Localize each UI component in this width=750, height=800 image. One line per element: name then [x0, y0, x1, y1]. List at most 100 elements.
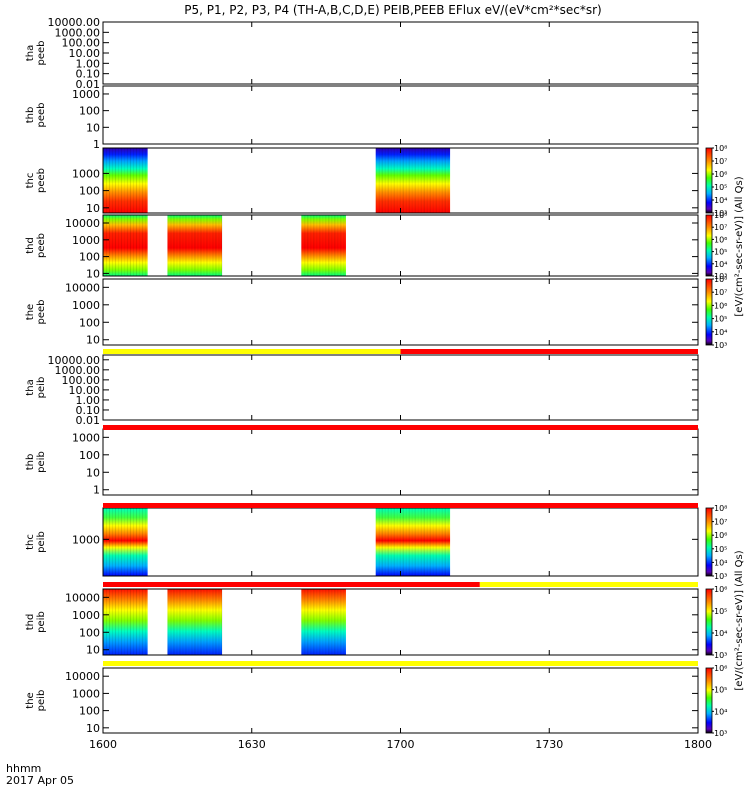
texture-streak [310, 589, 312, 655]
texture-streak [139, 215, 140, 276]
y-tick-label: 0.01 [76, 78, 101, 91]
colorbar-tick-label: 10³ [714, 209, 727, 218]
colorbar-tick-label: 10⁸ [714, 144, 727, 153]
panel-frame [102, 85, 699, 145]
texture-streak [384, 508, 386, 576]
status-bar-segment [479, 582, 698, 587]
texture-streak [441, 148, 443, 213]
texture-streak [142, 148, 143, 213]
texture-streak [185, 589, 187, 655]
status-bar-3 [103, 582, 698, 587]
texture-streak [197, 589, 199, 655]
status-bar-4 [103, 661, 698, 666]
texture-streak [411, 148, 413, 213]
texture-streak [325, 215, 327, 276]
data-block-thc-peib-1 [375, 508, 451, 576]
texture-streak [130, 148, 131, 213]
y-tick-label: 100 [79, 705, 100, 718]
panels-layer: 10000.001000.00100.0010.001.000.100.01th… [25, 16, 699, 735]
texture-streak [112, 508, 113, 576]
texture-streak [188, 215, 190, 276]
texture-streak [130, 215, 131, 276]
y-tick-label: 1000.00 [55, 26, 101, 39]
y-tick-label: 1000 [72, 88, 100, 101]
texture-streak [313, 589, 315, 655]
texture-streak [301, 589, 303, 655]
texture-streak [444, 148, 446, 213]
texture-streak [203, 215, 205, 276]
y-tick-label: 10 [86, 466, 100, 479]
y-tick-label: 1.00 [76, 394, 101, 407]
texture-streak [185, 215, 187, 276]
texture-streak [399, 148, 401, 213]
status-bar-segment [103, 582, 480, 587]
panel-label-sc: the [25, 304, 36, 320]
y-tick-label: 10000 [65, 591, 100, 604]
colorbar-gradient [705, 588, 713, 656]
texture-streak [384, 148, 386, 213]
texture-streak [112, 148, 113, 213]
texture-streak [130, 508, 131, 576]
data-block-thd-peib-0 [103, 589, 148, 655]
texture-streak [115, 508, 116, 576]
texture-streak [136, 508, 137, 576]
texture-streak [405, 148, 407, 213]
texture-streak [340, 589, 342, 655]
texture-streak [200, 589, 202, 655]
texture-streak [136, 215, 137, 276]
colorbar-gradient [705, 214, 713, 277]
texture-streak [112, 589, 113, 655]
texture-streak [118, 148, 119, 213]
texture-streak [316, 589, 318, 655]
texture-streak [331, 589, 333, 655]
texture-streak [106, 508, 107, 576]
texture-streak [328, 589, 330, 655]
status-bar-segment [103, 661, 698, 666]
texture-streak [176, 215, 178, 276]
y-tick-label: 1000 [72, 167, 100, 180]
x-tick-label: 1700 [387, 738, 415, 751]
texture-streak [438, 508, 440, 576]
texture-streak [426, 148, 428, 213]
texture-streak [408, 508, 410, 576]
colorbar-tick-label: 10⁸ [714, 275, 727, 284]
texture-streak [432, 148, 434, 213]
texture-streak [188, 589, 190, 655]
texture-streak [429, 148, 431, 213]
colorbar-thd-peeb: 10³ 10⁴ 10⁵ 10⁶ 10⁷ 10⁸ [705, 211, 727, 281]
texture-streak [121, 148, 122, 213]
texture-streak [206, 215, 208, 276]
panel-label-sc: tha [25, 45, 36, 61]
texture-streak [182, 589, 184, 655]
data-block-thd-peib-2 [301, 589, 346, 655]
time-unit-label: hhmm [6, 762, 41, 775]
texture-streak [402, 148, 404, 213]
texture-streak [307, 215, 309, 276]
texture-streak [145, 215, 146, 276]
colorbar-tick-label: 10⁵ [714, 248, 727, 257]
texture-streak [435, 508, 437, 576]
y-tick-label: 10.00 [69, 47, 101, 60]
texture-streak [121, 589, 122, 655]
texture-streak [106, 589, 107, 655]
texture-streak [319, 589, 321, 655]
colorbar-tick-label: 10⁵ [714, 686, 727, 695]
colorbar-tick-label: 10⁶ [714, 585, 727, 594]
colorbar-tick-label: 10⁶ [714, 531, 727, 540]
texture-streak [402, 508, 404, 576]
data-block-thc-peeb-0 [103, 148, 148, 213]
texture-streak [209, 589, 211, 655]
texture-streak [313, 215, 315, 276]
texture-streak [215, 215, 217, 276]
texture-streak [121, 508, 122, 576]
texture-streak [221, 215, 223, 276]
texture-streak [127, 589, 128, 655]
texture-streak [142, 589, 143, 655]
texture-streak [170, 215, 172, 276]
texture-streak [173, 589, 175, 655]
texture-streak [387, 508, 389, 576]
status-bar-segment [103, 503, 698, 508]
texture-streak [316, 215, 318, 276]
y-tick-label: 10000.00 [48, 354, 101, 367]
texture-streak [334, 589, 336, 655]
